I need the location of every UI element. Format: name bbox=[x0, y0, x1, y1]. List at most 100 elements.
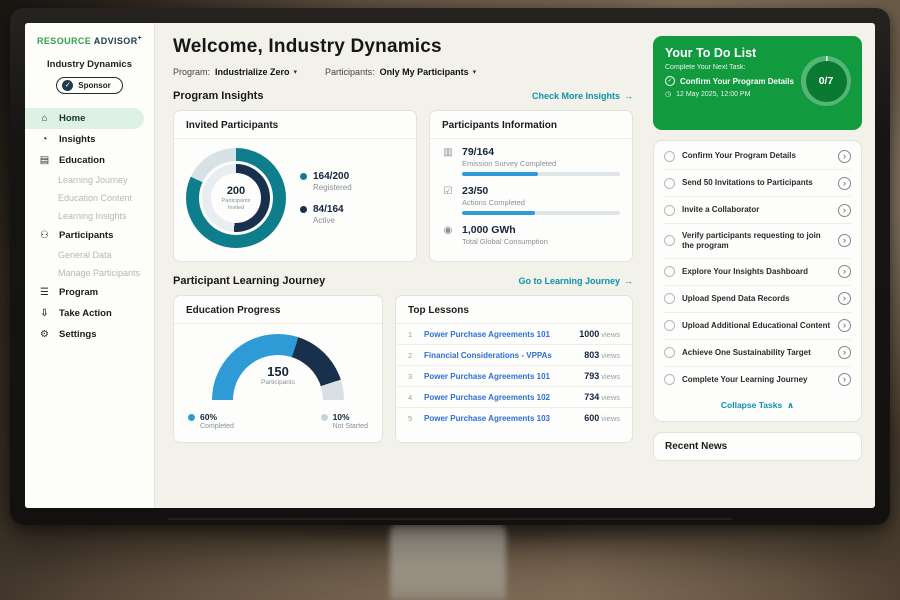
task-row-achieve-target[interactable]: Achieve One Sustainability Target › bbox=[664, 340, 851, 367]
sidebar-item-manage-participants[interactable]: Manage Participants bbox=[25, 264, 154, 282]
chevron-right-icon[interactable]: › bbox=[838, 265, 851, 279]
chevron-right-icon[interactable]: › bbox=[838, 149, 851, 163]
sidebar-item-label: Learning Journey bbox=[58, 175, 128, 185]
lesson-link[interactable]: Power Purchase Agreements 101 bbox=[424, 329, 550, 339]
task-checkbox[interactable] bbox=[664, 177, 675, 189]
lesson-link[interactable]: Power Purchase Agreements 102 bbox=[424, 392, 550, 402]
progress-bar bbox=[462, 172, 620, 176]
lesson-row: 3 Power Purchase Agreements 101 793 views bbox=[396, 366, 632, 387]
info-value: 23/50 bbox=[462, 185, 489, 197]
legend-item-not-started: 10% Not Started bbox=[320, 412, 368, 430]
program-select[interactable]: Industrialize Zero ▾ bbox=[215, 67, 297, 77]
actions-icon: ☑ bbox=[443, 186, 453, 197]
chevron-down-icon: ▾ bbox=[293, 69, 298, 76]
lesson-row: 4 Power Purchase Agreements 102 734 views bbox=[396, 387, 632, 408]
sidebar-item-label: General Data bbox=[58, 250, 112, 260]
participants-icon: ⚇ bbox=[40, 230, 49, 241]
todo-next-task[interactable]: ✓ Confirm Your Program Details bbox=[665, 76, 850, 86]
chevron-right-icon[interactable]: › bbox=[838, 234, 851, 248]
sidebar-item-label: Education bbox=[59, 155, 105, 166]
sidebar-item-settings[interactable]: ⚙ Settings bbox=[25, 324, 154, 345]
sidebar-item-take-action[interactable]: ⇩ Take Action bbox=[25, 303, 154, 324]
program-select-value: Industrialize Zero bbox=[215, 67, 290, 77]
participants-filter: Participants: Only My Participants ▾ bbox=[325, 67, 476, 77]
task-row-invite-collaborator[interactable]: Invite a Collaborator › bbox=[664, 197, 851, 224]
task-checkbox[interactable] bbox=[664, 347, 675, 359]
check-more-insights-link[interactable]: Check More Insights → bbox=[532, 91, 633, 101]
donut-center-label: Participants Invited bbox=[221, 197, 251, 211]
legend-dot-teal bbox=[300, 173, 307, 180]
sidebar-item-participants[interactable]: ⚇ Participants bbox=[25, 225, 154, 246]
sidebar-nav: ⌂ Home ◔ Insights ▤ Education Learning J… bbox=[25, 108, 154, 345]
clock-icon: ◷ bbox=[665, 91, 672, 98]
chevron-right-icon[interactable]: › bbox=[838, 346, 851, 360]
org-name: Industry Dynamics bbox=[47, 59, 132, 70]
lesson-link[interactable]: Power Purchase Agreements 103 bbox=[424, 413, 550, 423]
todo-hero-card: Your To Do List Complete Your Next Task:… bbox=[653, 36, 862, 130]
legend-dot-light bbox=[320, 414, 328, 421]
lesson-row: 2 Financial Considerations - VPPAs 803 vi… bbox=[396, 345, 632, 366]
chevron-right-icon[interactable]: › bbox=[838, 373, 851, 387]
participants-select[interactable]: Only My Participants ▾ bbox=[380, 67, 477, 77]
sidebar-item-general-data[interactable]: General Data bbox=[25, 246, 154, 264]
task-checkbox[interactable] bbox=[664, 293, 675, 305]
lesson-views: 734 views bbox=[584, 392, 620, 402]
info-value: 1,000 GWh bbox=[462, 224, 516, 236]
chevron-right-icon[interactable]: › bbox=[838, 319, 851, 333]
sidebar-item-learning-journey[interactable]: Learning Journey bbox=[25, 171, 154, 189]
info-rows: ▥ 79/164 Emission Survey Completed bbox=[430, 139, 632, 246]
chevron-right-icon[interactable]: › bbox=[838, 203, 851, 217]
go-to-learning-journey-link[interactable]: Go to Learning Journey → bbox=[518, 276, 633, 286]
lesson-link[interactable]: Power Purchase Agreements 101 bbox=[424, 371, 550, 381]
todo-task-list: Confirm Your Program Details › Send 50 I… bbox=[653, 140, 862, 422]
task-checkbox[interactable] bbox=[664, 374, 675, 386]
task-row-confirm-program[interactable]: Confirm Your Program Details › bbox=[664, 143, 851, 170]
sidebar-item-label: Home bbox=[59, 113, 86, 124]
sidebar-item-home[interactable]: ⌂ Home bbox=[25, 108, 144, 129]
participants-information-card: Participants Information ▥ 79/164 Emissi… bbox=[429, 110, 633, 262]
chevron-right-icon[interactable]: › bbox=[838, 292, 851, 306]
legend-label: Active bbox=[313, 216, 335, 225]
info-row-consumption: ◉ 1,000 GWh Total Global Consumption bbox=[442, 224, 620, 246]
sidebar-item-education[interactable]: ▤ Education bbox=[25, 150, 154, 171]
sponsor-badge[interactable]: ✓ Sponsor bbox=[56, 77, 123, 94]
check-circle-icon: ✓ bbox=[665, 76, 675, 86]
collapse-tasks-link[interactable]: Collapse Tasks ∧ bbox=[720, 399, 795, 411]
chevron-right-icon[interactable]: › bbox=[838, 176, 851, 190]
insights-cards-row: Invited Participants 200 Participants In… bbox=[173, 110, 633, 262]
lesson-row: 5 Power Purchase Agreements 103 600 views bbox=[396, 408, 632, 428]
lesson-rank: 5 bbox=[408, 413, 413, 423]
lesson-row: 1 Power Purchase Agreements 101 1000 view… bbox=[396, 324, 632, 345]
survey-icon: ▥ bbox=[443, 147, 453, 158]
sidebar-item-label: Program bbox=[59, 287, 99, 298]
task-checkbox[interactable] bbox=[664, 266, 675, 278]
task-row-explore-insights[interactable]: Explore Your Insights Dashboard › bbox=[664, 259, 851, 286]
consumption-icon: ◉ bbox=[443, 225, 453, 236]
task-checkbox[interactable] bbox=[664, 204, 675, 216]
lesson-rank: 4 bbox=[408, 392, 413, 402]
settings-icon: ⚙ bbox=[40, 329, 49, 340]
education-gauge-chart: 150 Participants bbox=[212, 334, 344, 442]
todo-panel: Your To Do List Complete Your Next Task:… bbox=[647, 23, 875, 508]
sidebar-item-learning-insights[interactable]: Learning Insights bbox=[25, 207, 154, 225]
sidebar-item-label: Insights bbox=[59, 134, 96, 145]
task-row-send-invitations[interactable]: Send 50 Invitations to Participants › bbox=[664, 170, 851, 197]
task-checkbox[interactable] bbox=[664, 320, 675, 332]
info-label: Total Global Consumption bbox=[462, 237, 548, 246]
program-insights-section-header: Program Insights Check More Insights → bbox=[173, 90, 633, 102]
task-row-upload-spend-data[interactable]: Upload Spend Data Records › bbox=[664, 286, 851, 313]
lesson-link[interactable]: Financial Considerations - VPPAs bbox=[424, 350, 552, 360]
task-checkbox[interactable] bbox=[664, 235, 675, 247]
sidebar-item-label: Learning Insights bbox=[58, 211, 127, 221]
task-row-verify-participants[interactable]: Verify participants requesting to join t… bbox=[664, 224, 851, 259]
sidebar-item-education-content[interactable]: Education Content bbox=[25, 189, 154, 207]
sidebar-item-insights[interactable]: ◔ Insights bbox=[25, 129, 154, 150]
todo-progress-value: 0/7 bbox=[805, 60, 847, 102]
task-row-upload-educational-content[interactable]: Upload Additional Educational Content › bbox=[664, 313, 851, 340]
task-checkbox[interactable] bbox=[664, 150, 675, 162]
chevron-down-icon: ▾ bbox=[472, 69, 477, 76]
task-row-complete-learning-journey[interactable]: Complete Your Learning Journey › bbox=[664, 367, 851, 393]
sidebar-item-program[interactable]: ☰ Program bbox=[25, 282, 154, 303]
recent-news-card: Recent News bbox=[653, 431, 862, 461]
education-progress-card: Education Progress 150 Participants bbox=[173, 295, 383, 443]
